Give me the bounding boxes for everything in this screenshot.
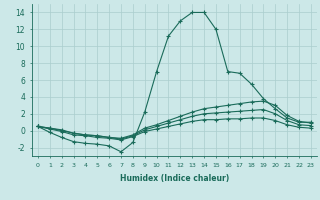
X-axis label: Humidex (Indice chaleur): Humidex (Indice chaleur) xyxy=(120,174,229,183)
